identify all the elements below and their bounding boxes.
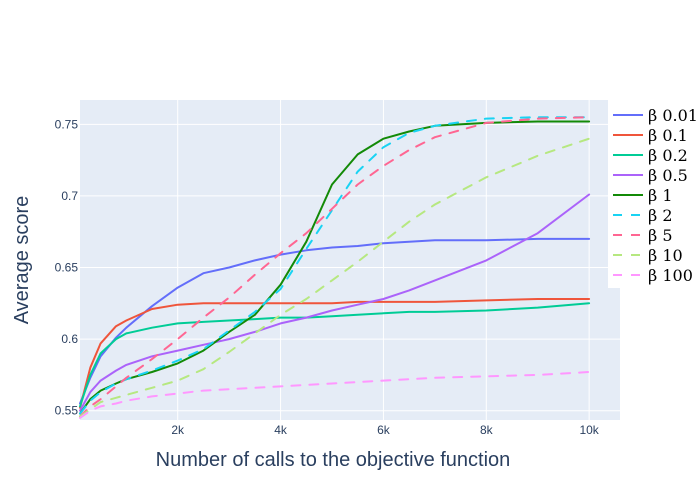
series-line [79, 193, 591, 412]
legend-label: β 100 [648, 266, 693, 285]
y-tick-label: 0.75 [55, 117, 79, 131]
legend-label: β 2 [648, 206, 673, 225]
x-axis-title: Number of calls to the objective functio… [156, 449, 511, 471]
y-tick-label: 0.65 [55, 261, 79, 275]
y-axis-title: Average score [11, 196, 33, 325]
y-tick-label: 0.55 [55, 404, 79, 418]
legend-label: β 0.2 [648, 146, 688, 165]
x-axis-ticks: 2k 4k 6k 8k 10k [171, 423, 599, 437]
legend-label: β 0.01 [648, 106, 698, 125]
series-lines [79, 116, 591, 419]
legend-label: β 5 [648, 226, 673, 245]
x-tick-label: 8k [480, 423, 494, 437]
legend-label: β 0.5 [648, 166, 688, 185]
legend-label: β 0.1 [648, 126, 688, 145]
series-line [79, 302, 591, 408]
x-tick-label: 2k [171, 423, 185, 437]
gridlines [80, 100, 620, 420]
series-line [79, 237, 591, 405]
series-line [79, 137, 591, 418]
series-line [79, 371, 591, 419]
legend: β 0.01β 0.1β 0.2β 0.5β 1β 2β 5β 10β 100 [613, 106, 698, 285]
y-axis-ticks: 0.55 0.6 0.65 0.7 0.75 [55, 117, 79, 417]
series-line [79, 298, 591, 409]
x-tick-label: 4k [274, 423, 288, 437]
series-line [79, 116, 591, 418]
y-tick-label: 0.6 [61, 332, 78, 346]
legend-label: β 10 [648, 246, 683, 265]
x-tick-label: 6k [377, 423, 391, 437]
x-tick-label: 10k [579, 423, 599, 437]
y-tick-label: 0.7 [61, 189, 78, 203]
legend-label: β 1 [648, 186, 673, 205]
series-line [79, 116, 591, 415]
plot-area [80, 100, 620, 420]
